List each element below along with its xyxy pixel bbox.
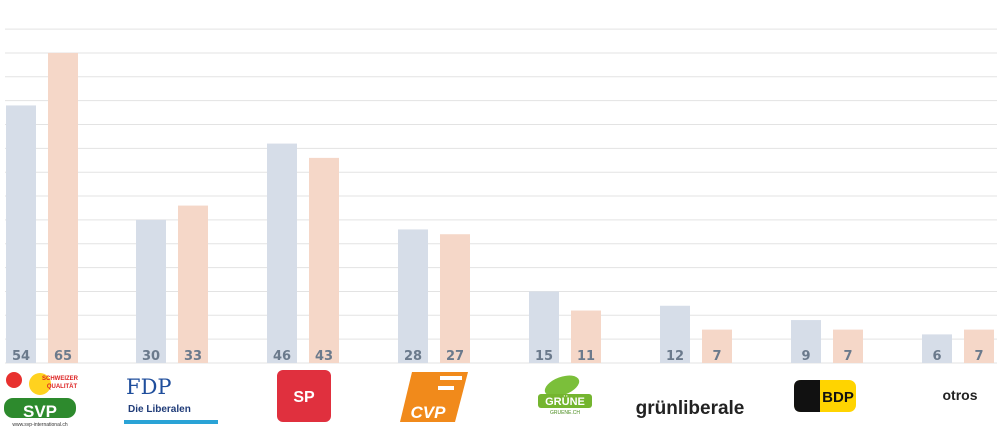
svg-text:otros: otros <box>943 387 978 403</box>
bar-fdp-2 <box>178 205 208 363</box>
data-label: 46 <box>273 349 291 364</box>
svg-text:SCHWEIZER: SCHWEIZER <box>42 376 79 382</box>
svg-text:FDP: FDP <box>126 375 172 399</box>
svg-text:SP: SP <box>293 389 315 406</box>
svg-text:www.svp-international.ch: www.svp-international.ch <box>12 422 68 428</box>
fdp-logo: FDP Die Liberalen <box>124 375 218 424</box>
bar-sp-2 <box>309 157 339 363</box>
bar-otros-1 <box>922 334 952 363</box>
svp-logo: SVP SCHWEIZER QUALITÄT www.svp-internati… <box>4 372 79 428</box>
bar-svp-2 <box>48 52 78 363</box>
data-label: 6 <box>932 349 941 364</box>
data-label: 12 <box>666 349 684 364</box>
svg-text:CVP: CVP <box>411 403 447 422</box>
data-label: 43 <box>315 349 333 364</box>
svg-text:GRÜNE: GRÜNE <box>545 395 585 408</box>
data-label: 15 <box>535 349 553 364</box>
svg-text:QUALITÄT: QUALITÄT <box>47 383 78 390</box>
bar-cvp-1 <box>398 229 428 363</box>
data-label: 27 <box>446 349 464 364</box>
value-labels: 54 65 30 33 46 43 28 27 15 11 12 7 9 7 6 7 <box>12 349 984 364</box>
data-label: 30 <box>142 349 160 364</box>
bar-bdp-2 <box>833 329 863 363</box>
bar-grünliberale-1 <box>660 305 690 363</box>
data-label: 9 <box>801 349 810 364</box>
data-label: 33 <box>184 349 202 364</box>
gruene-logo: GRÜNE GRUENE.CH <box>538 375 592 416</box>
grunliberale-logo: grünliberale <box>636 398 745 419</box>
svg-text:GRUENE.CH: GRUENE.CH <box>550 410 580 416</box>
bar-otros-2 <box>964 329 994 363</box>
bar-grüne-1 <box>529 291 559 363</box>
bar-svp-1 <box>6 105 36 364</box>
data-label: 11 <box>577 349 595 364</box>
data-label: 28 <box>404 349 422 364</box>
bar-grünliberale-2 <box>702 329 732 363</box>
bars <box>6 52 994 364</box>
data-label: 65 <box>54 349 72 364</box>
data-label: 54 <box>12 349 30 364</box>
cvp-logo: CVP <box>400 372 468 422</box>
svg-text:SVP: SVP <box>23 402 57 421</box>
grid-lines <box>5 28 997 364</box>
data-label: 7 <box>712 349 721 364</box>
bar-cvp-2 <box>440 234 470 363</box>
svg-text:BDP: BDP <box>822 389 854 406</box>
sp-logo: SP <box>277 370 331 422</box>
bar-bdp-1 <box>791 320 821 363</box>
bar-sp-1 <box>267 143 297 363</box>
svg-text:grünliberale: grünliberale <box>636 398 745 419</box>
svg-text:Die Liberalen: Die Liberalen <box>128 404 191 415</box>
otros-label: otros <box>943 387 978 403</box>
data-label: 7 <box>974 349 983 364</box>
bar-grüne-2 <box>571 310 601 363</box>
bdp-logo: BDP <box>794 380 856 412</box>
data-label: 7 <box>843 349 852 364</box>
bar-fdp-1 <box>136 219 166 363</box>
